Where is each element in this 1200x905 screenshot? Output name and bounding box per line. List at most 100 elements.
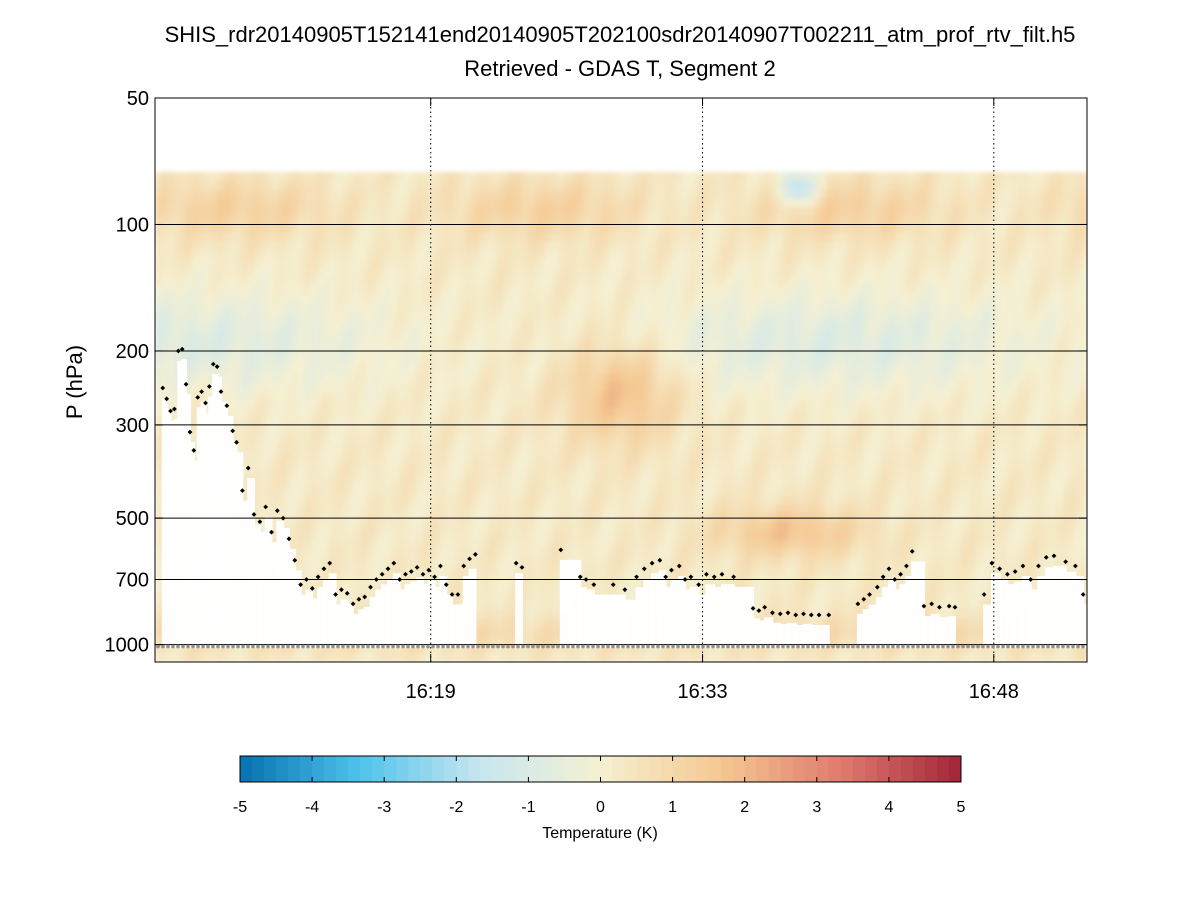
heatmap-cell [173, 276, 181, 287]
heatmap-cell [565, 233, 572, 243]
heatmap-cell [447, 364, 454, 374]
heatmap-cell [639, 495, 647, 506]
heatmap-cell [297, 495, 305, 506]
heatmap-cell [633, 539, 641, 549]
heatmap-cell [496, 583, 504, 593]
heatmap-cell [310, 241, 318, 252]
heatmap-cell [428, 565, 436, 576]
heatmap-cell [260, 408, 268, 418]
heatmap-cell [229, 276, 237, 287]
heatmap-cell [490, 618, 498, 628]
heatmap-cell [316, 180, 324, 191]
heatmap-cell [459, 198, 467, 208]
heatmap-cell [192, 381, 200, 392]
heatmap-cell [353, 486, 361, 497]
heatmap-cell [391, 478, 398, 488]
heatmap-cell [614, 408, 622, 418]
heatmap-cell [254, 171, 262, 182]
heatmap-cell [384, 198, 392, 208]
heatmap-cell [459, 224, 467, 234]
heatmap-cell [285, 233, 293, 243]
heatmap-cell [565, 259, 572, 269]
heatmap-cell [192, 259, 200, 269]
heatmap-cell [490, 241, 498, 252]
heatmap-cell [422, 215, 429, 226]
heatmap-cell [614, 259, 622, 269]
heatmap-cell [527, 171, 535, 182]
heatmap-cell [434, 329, 442, 339]
heatmap-cell [602, 355, 610, 366]
heatmap-cell [558, 180, 566, 191]
heatmap-cell [639, 294, 647, 304]
heatmap-cell [241, 171, 249, 182]
heatmap-cell [372, 303, 380, 313]
heatmap-cell [527, 189, 535, 199]
heatmap-cell [639, 425, 647, 436]
heatmap-cell [689, 355, 697, 366]
heatmap-cell [683, 644, 690, 654]
heatmap-cell [260, 451, 268, 462]
heatmap-cell [360, 259, 367, 269]
heatmap-cell [434, 346, 442, 357]
heatmap-cell [372, 215, 380, 226]
heatmap-cell [254, 381, 262, 392]
heatmap-cell [285, 390, 293, 401]
heatmap-cell [521, 373, 529, 383]
heatmap-cell [596, 478, 603, 488]
heatmap-cell [608, 373, 616, 383]
heatmap-cell [509, 233, 516, 243]
heatmap-cell [596, 381, 603, 392]
heatmap-cell [335, 364, 342, 374]
heatmap-cell [527, 618, 535, 628]
heatmap-cell [652, 171, 659, 182]
heatmap-cell [546, 486, 554, 497]
heatmap-cell [540, 233, 548, 243]
heatmap-cell [689, 189, 697, 199]
heatmap-cell [521, 320, 529, 331]
heatmap-cell [577, 180, 585, 191]
heatmap-cell [384, 180, 392, 191]
heatmap-cell [639, 233, 647, 243]
heatmap-cell [496, 548, 504, 558]
heatmap-cell [664, 346, 672, 357]
heatmap-cell [633, 189, 641, 199]
heatmap-cell [453, 303, 461, 313]
heatmap-cell [571, 259, 579, 269]
heatmap-cell [571, 460, 579, 471]
heatmap-cell [192, 338, 200, 348]
heatmap-cell [403, 276, 411, 287]
heatmap-cell [558, 486, 566, 497]
heatmap-cell [558, 224, 566, 234]
heatmap-cell [322, 425, 330, 436]
chart-subtitle: Retrieved - GDAS T, Segment 2 [464, 56, 775, 81]
heatmap-cell [496, 504, 504, 514]
heatmap-cell [701, 408, 709, 418]
heatmap-cell [552, 469, 560, 479]
heatmap-cell [347, 364, 355, 374]
heatmap-cell [235, 425, 243, 436]
heatmap-cell [428, 644, 436, 654]
heatmap-cell [683, 583, 690, 593]
heatmap-cell [664, 355, 672, 366]
heatmap-cell [304, 425, 311, 436]
heatmap-cell [403, 171, 411, 182]
heatmap-cell [347, 285, 355, 296]
heatmap-cell [484, 171, 492, 182]
heatmap-cell [273, 320, 280, 331]
heatmap-cell [633, 390, 641, 401]
heatmap-cell [316, 285, 324, 296]
heatmap-cell [459, 390, 467, 401]
heatmap-cell [434, 557, 442, 567]
heatmap-cell [478, 329, 485, 339]
heatmap-cell [652, 504, 659, 514]
heatmap-cell [335, 592, 342, 602]
heatmap-cell [701, 303, 709, 313]
heatmap-cell [658, 180, 666, 191]
heatmap-cell [223, 241, 231, 252]
heatmap-cell [155, 653, 162, 662]
heatmap-cell [645, 478, 653, 488]
heatmap-cell [502, 224, 510, 234]
heatmap-cell [397, 171, 405, 182]
heatmap-cell [347, 434, 355, 444]
heatmap-cell [353, 504, 361, 514]
